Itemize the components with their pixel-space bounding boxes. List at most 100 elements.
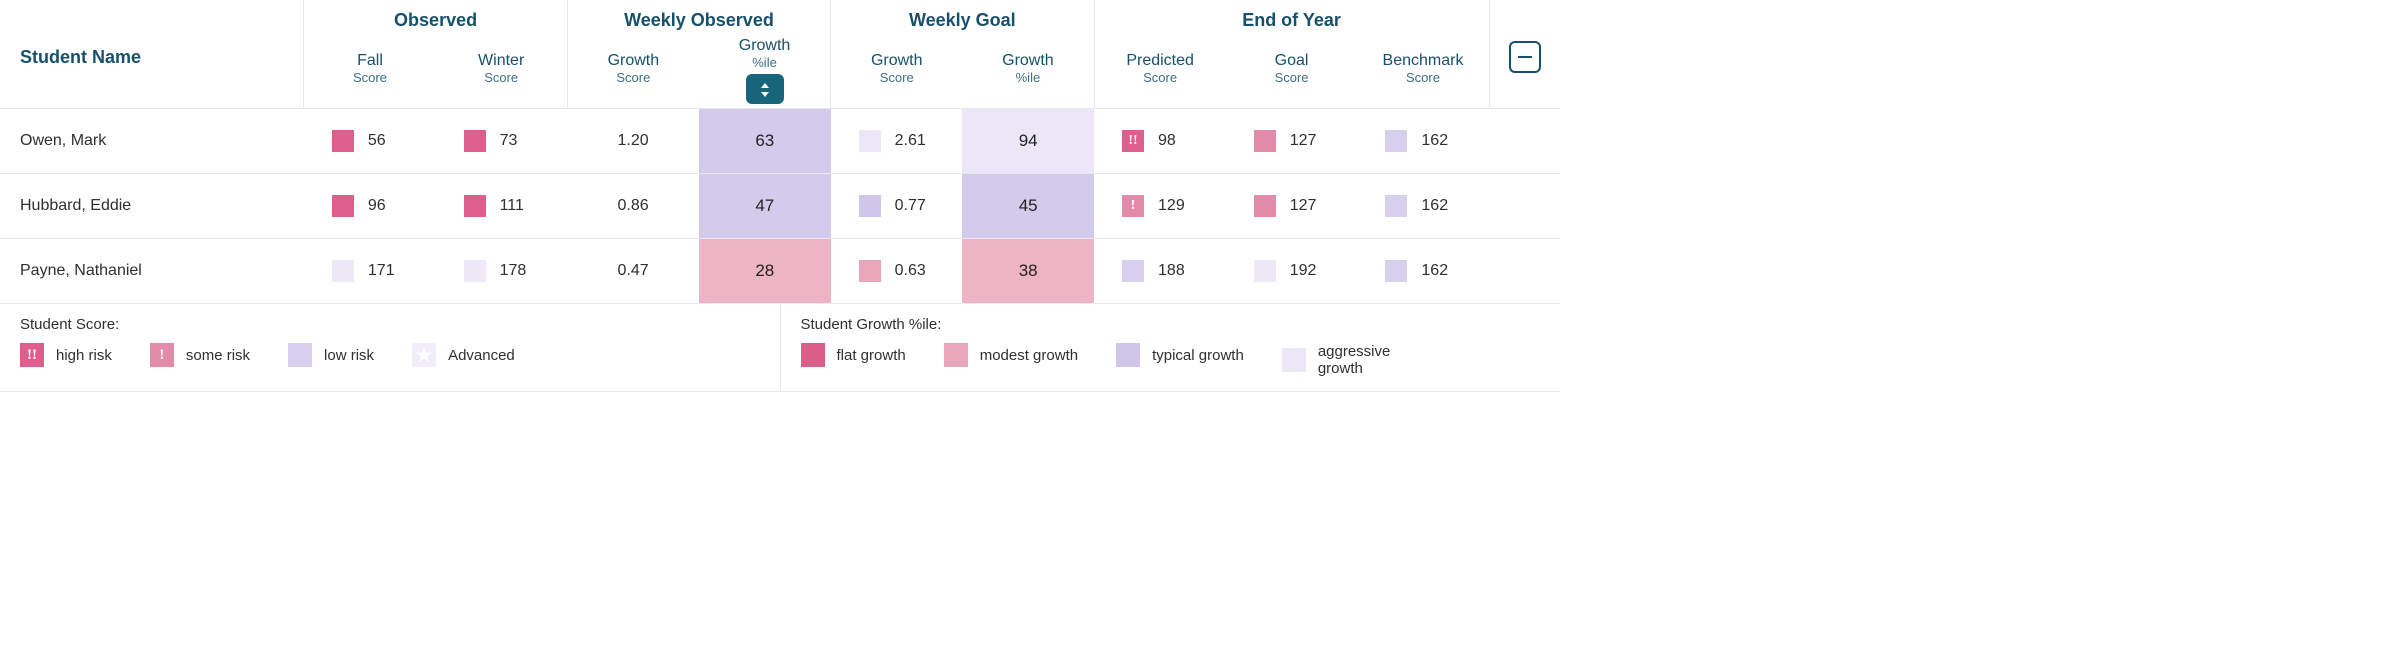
legend-swatch — [1116, 343, 1140, 367]
risk-swatch — [464, 195, 486, 217]
legend-swatch — [801, 343, 825, 367]
col-winter[interactable]: Winter Score — [436, 35, 568, 109]
cell-wo-score: 0.86 — [567, 174, 699, 239]
cell-value: 178 — [500, 262, 527, 279]
legend-label: typical growth — [1152, 347, 1244, 364]
legend-growth: Student Growth %ile: flat growth modest g… — [780, 304, 1561, 391]
cell-value: 73 — [500, 132, 518, 149]
cell-benchmark: 162 — [1357, 109, 1489, 174]
cell-value: 188 — [1158, 262, 1185, 279]
risk-swatch — [1385, 195, 1407, 217]
legend: Student Score: !! high risk! some risk low … — [0, 303, 1560, 392]
col-wg-growth-score[interactable]: Growth Score — [831, 35, 963, 109]
table-row: Hubbard, Eddie 96 111 0.8647 0.77 45!129 127 16… — [0, 174, 1560, 239]
col-wg-growth-pile[interactable]: Growth %ile — [962, 35, 1094, 109]
cell-fall: 171 — [304, 239, 436, 304]
cell-value: 192 — [1290, 262, 1317, 279]
col-wo-growth-score[interactable]: Growth Score — [567, 35, 699, 109]
legend-swatch: !! — [20, 343, 44, 367]
col-predicted[interactable]: Predicted Score — [1094, 35, 1226, 109]
cell-predicted: !!98 — [1094, 109, 1226, 174]
risk-swatch — [332, 260, 354, 282]
risk-swatch — [859, 195, 881, 217]
legend-item: low risk — [288, 343, 374, 367]
cell-fall: 56 — [304, 109, 436, 174]
col-wo-growth-pile[interactable]: Growth %ile — [699, 35, 831, 109]
legend-item: ! some risk — [150, 343, 250, 367]
cell-winter: 111 — [436, 174, 568, 239]
cell-value: 0.77 — [895, 197, 926, 214]
cell-wg-pile: 45 — [962, 174, 1094, 239]
cell-wo-score: 0.47 — [567, 239, 699, 304]
group-weekly-observed: Weekly Observed — [567, 0, 830, 35]
legend-item: ★ Advanced — [412, 343, 515, 367]
student-table: Student Name Observed Weekly Observed We… — [0, 0, 1560, 303]
legend-swatch: ! — [150, 343, 174, 367]
col-goal[interactable]: Goal Score — [1226, 35, 1358, 109]
legend-item: aggressive growth — [1282, 343, 1428, 377]
legend-label: modest growth — [980, 347, 1078, 364]
cell-value: 171 — [368, 262, 395, 279]
cell-wg-score: 2.61 — [831, 109, 963, 174]
cell-winter: 73 — [436, 109, 568, 174]
risk-swatch — [859, 260, 881, 282]
risk-swatch — [1385, 260, 1407, 282]
group-weekly-goal: Weekly Goal — [831, 0, 1094, 35]
col-student-name[interactable]: Student Name — [0, 0, 304, 109]
cell-value: 96 — [368, 197, 386, 214]
legend-swatch: ★ — [412, 343, 436, 367]
student-name-cell[interactable]: Hubbard, Eddie — [0, 174, 304, 239]
legend-label: some risk — [186, 347, 250, 364]
cell-wg-score: 0.63 — [831, 239, 963, 304]
col-fall[interactable]: Fall Score — [304, 35, 436, 109]
col-benchmark[interactable]: Benchmark Score — [1357, 35, 1489, 109]
group-observed: Observed — [304, 0, 567, 35]
risk-swatch — [1122, 260, 1144, 282]
risk-swatch: !! — [1122, 130, 1144, 152]
legend-score-title: Student Score: — [20, 316, 760, 333]
group-end-of-year: End of Year — [1094, 0, 1489, 35]
cell-predicted: !129 — [1094, 174, 1226, 239]
cell-benchmark: 162 — [1357, 239, 1489, 304]
risk-swatch — [332, 195, 354, 217]
cell-goal: 127 — [1226, 174, 1358, 239]
legend-item: flat growth — [801, 343, 906, 367]
risk-swatch — [1385, 130, 1407, 152]
legend-swatch — [944, 343, 968, 367]
cell-wo-pile: 47 — [699, 174, 831, 239]
risk-swatch — [464, 130, 486, 152]
collapse-button[interactable] — [1509, 41, 1541, 73]
cell-wg-pile: 38 — [962, 239, 1094, 304]
legend-item: !! high risk — [20, 343, 112, 367]
risk-swatch — [1254, 130, 1276, 152]
cell-value: 0.63 — [895, 262, 926, 279]
cell-value: 2.61 — [895, 132, 926, 149]
cell-value: 111 — [500, 197, 524, 214]
cell-value: 162 — [1421, 262, 1448, 279]
cell-wo-pile: 63 — [699, 109, 831, 174]
cell-benchmark: 162 — [1357, 174, 1489, 239]
cell-value: 162 — [1421, 197, 1448, 214]
legend-item: typical growth — [1116, 343, 1244, 367]
student-name-cell[interactable]: Payne, Nathaniel — [0, 239, 304, 304]
legend-growth-title: Student Growth %ile: — [801, 316, 1541, 333]
table-row: Payne, Nathaniel1711780.47280.6338188192… — [0, 239, 1560, 304]
legend-label: Advanced — [448, 347, 515, 364]
cell-winter: 178 — [436, 239, 568, 304]
cell-wg-score: 0.77 — [831, 174, 963, 239]
cell-wg-pile: 94 — [962, 109, 1094, 174]
cell-value: 129 — [1158, 197, 1185, 214]
risk-swatch — [1254, 195, 1276, 217]
legend-score: Student Score: !! high risk! some risk low … — [0, 304, 780, 391]
student-name-cell[interactable]: Owen, Mark — [0, 109, 304, 174]
cell-goal: 127 — [1226, 109, 1358, 174]
risk-swatch — [1254, 260, 1276, 282]
legend-label: high risk — [56, 347, 112, 364]
cell-value: 127 — [1290, 197, 1317, 214]
sort-button[interactable] — [746, 74, 784, 104]
cell-predicted: 188 — [1094, 239, 1226, 304]
cell-goal: 192 — [1226, 239, 1358, 304]
cell-value: 162 — [1421, 132, 1448, 149]
legend-swatch — [1282, 348, 1306, 372]
legend-label: aggressive growth — [1318, 343, 1428, 377]
